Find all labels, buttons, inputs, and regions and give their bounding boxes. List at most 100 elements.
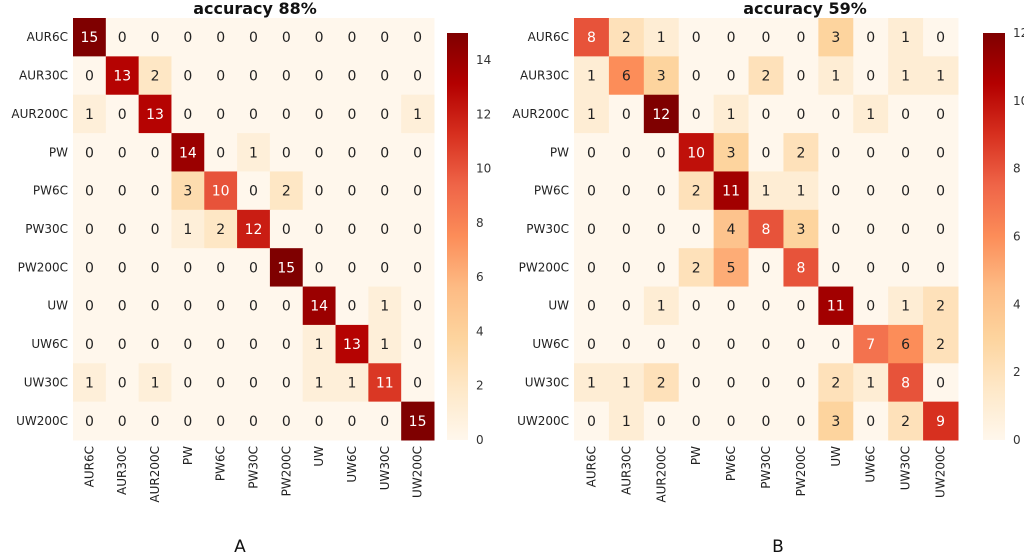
cell-value-label: 8 — [587, 30, 596, 46]
cell-value-label: 0 — [727, 337, 736, 353]
cell-value-label: 8 — [762, 222, 771, 238]
heatmap-cell — [853, 209, 889, 249]
cell-value-label: 1 — [347, 375, 356, 391]
cell-value-label: 0 — [315, 145, 324, 161]
cell-value-label: 0 — [622, 222, 631, 238]
heatmap-cell — [853, 133, 889, 172]
cell-value-label: 0 — [413, 375, 422, 391]
heatmap-cell — [401, 133, 435, 172]
cell-value-label: 0 — [587, 184, 596, 200]
heatmap-cell — [713, 171, 750, 211]
heatmap-cell — [237, 401, 271, 441]
heatmap-cell — [783, 56, 819, 96]
heatmap-cell — [302, 248, 337, 288]
cell-value-label: 0 — [216, 145, 225, 161]
heatmap-cell — [783, 401, 819, 441]
cell-value-label: 0 — [380, 414, 389, 430]
colorbar-tick-label: 2 — [1013, 365, 1021, 379]
cell-value-label: 2 — [936, 299, 945, 315]
cell-value-label: 0 — [901, 184, 910, 200]
cell-value-label: 0 — [380, 69, 389, 85]
heatmap-cell — [237, 286, 271, 326]
cell-value-label: 0 — [413, 260, 422, 276]
row-tick-label: PW30C — [25, 222, 68, 236]
heatmap-cell — [73, 133, 107, 172]
heatmap-cell — [608, 171, 645, 211]
heatmap-cell — [923, 171, 959, 211]
cell-value-label: 0 — [622, 260, 631, 276]
heatmap-cell — [748, 18, 784, 57]
cell-value-label: 0 — [118, 107, 127, 123]
heatmap-cell — [888, 401, 924, 441]
heatmap-cell — [237, 133, 271, 172]
heatmap-cell — [138, 401, 172, 441]
heatmap-cell — [678, 209, 715, 249]
cell-value-label: 0 — [183, 337, 192, 353]
cell-value-label: 8 — [901, 375, 910, 391]
cell-value-label: 3 — [796, 222, 805, 238]
heatmap-cell — [368, 286, 402, 326]
cell-value-label: 0 — [587, 145, 596, 161]
cell-value-label: 0 — [85, 414, 94, 430]
heatmap-cell — [237, 248, 271, 288]
cell-value-label: 1 — [380, 337, 389, 353]
cell-value-label: 0 — [622, 299, 631, 315]
cell-value-label: 0 — [380, 145, 389, 161]
cell-value-label: 0 — [151, 30, 160, 46]
heatmap-cell — [401, 94, 435, 134]
heatmap-cell — [888, 286, 924, 326]
cell-value-label: 0 — [831, 107, 840, 123]
col-tick-label: UW — [829, 446, 843, 467]
cell-value-label: 0 — [118, 414, 127, 430]
heatmap-cell — [269, 286, 304, 326]
heatmap-cell — [574, 324, 610, 364]
panel-label: A — [234, 537, 246, 556]
row-tick-label: PW6C — [534, 184, 569, 198]
cell-value-label: 0 — [796, 299, 805, 315]
cell-value-label: 0 — [692, 414, 701, 430]
heatmap-cell — [237, 94, 271, 134]
heatmap-cell — [269, 56, 304, 96]
cell-value-label: 1 — [936, 69, 945, 85]
cell-value-label: 0 — [413, 184, 422, 200]
row-tick-label: PW6C — [33, 184, 68, 198]
heatmap-cell — [204, 171, 238, 211]
cell-value-label: 1 — [413, 107, 422, 123]
heatmap-cell — [643, 401, 680, 441]
heatmap-cell — [368, 363, 402, 403]
heatmap-cell — [368, 209, 402, 249]
row-tick-label: UW — [548, 299, 569, 313]
heatmap-cell — [888, 324, 924, 364]
cell-value-label: 0 — [762, 107, 771, 123]
colorbar-tick-label: 4 — [476, 324, 484, 338]
cell-value-label: 0 — [692, 337, 701, 353]
cell-value-label: 6 — [622, 69, 631, 85]
row-tick-label: UW200C — [517, 414, 569, 428]
cell-value-label: 0 — [282, 337, 291, 353]
heatmap-cell — [713, 363, 750, 403]
cell-value-label: 1 — [796, 184, 805, 200]
cell-value-label: 0 — [183, 69, 192, 85]
heatmap-cell — [853, 171, 889, 211]
heatmap-cell — [783, 363, 819, 403]
cell-value-label: 0 — [936, 260, 945, 276]
cell-value-label: 0 — [216, 414, 225, 430]
cell-value-label: 0 — [692, 375, 701, 391]
heatmap-cell — [401, 171, 435, 211]
col-tick-label: PW30C — [759, 446, 773, 489]
cell-value-label: 0 — [762, 337, 771, 353]
heatmap-cell — [269, 133, 304, 172]
row-tick-label: AUR200C — [512, 107, 569, 121]
heatmap-cell — [713, 133, 750, 172]
cell-value-label: 0 — [183, 30, 192, 46]
cell-value-label: 0 — [315, 414, 324, 430]
heatmap-cell — [204, 209, 238, 249]
heatmap-cell — [608, 286, 645, 326]
heatmap-cell — [608, 209, 645, 249]
heatmap-cell — [574, 363, 610, 403]
cell-value-label: 0 — [183, 414, 192, 430]
cell-value-label: 0 — [727, 299, 736, 315]
cell-value-label: 1 — [866, 375, 875, 391]
cell-value-label: 0 — [657, 414, 666, 430]
cell-value-label: 0 — [347, 260, 356, 276]
